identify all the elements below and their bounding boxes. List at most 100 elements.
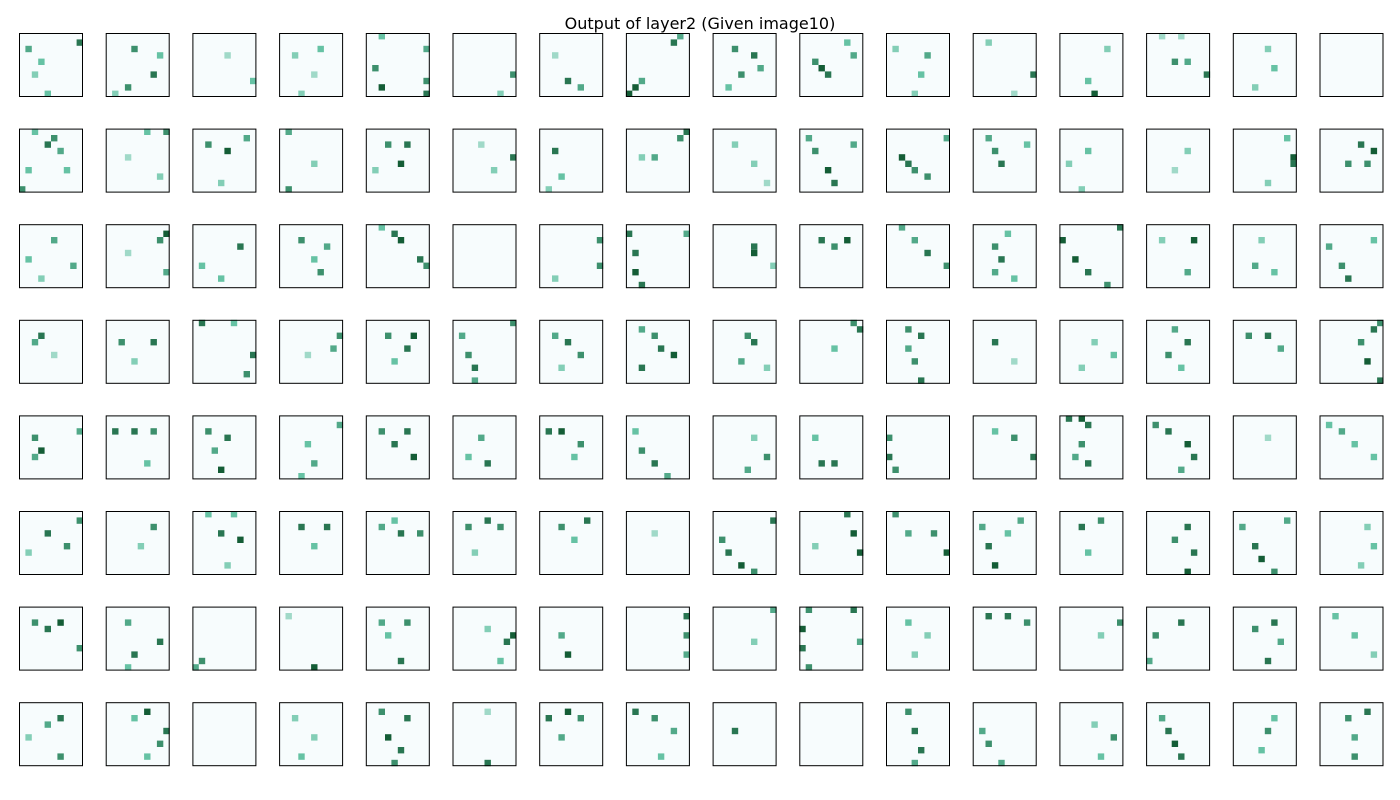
activation-pixel [150, 428, 157, 435]
activation-pixel [372, 65, 379, 72]
activation-pixel [1078, 441, 1085, 448]
feature-map-cell [192, 511, 257, 575]
feature-map-frame [799, 511, 864, 575]
activation-pixel [1117, 224, 1124, 231]
feature-map-frame [365, 33, 430, 97]
feature-map-cell [452, 415, 517, 480]
feature-map-background [105, 33, 170, 97]
activation-pixel [632, 84, 639, 91]
feature-map-frame [279, 33, 344, 97]
activation-pixel [1023, 141, 1031, 148]
feature-map-background [279, 33, 344, 97]
activation-pixel [719, 536, 726, 543]
feature-map-frame [105, 606, 170, 671]
feature-map-cell [452, 224, 517, 289]
activation-pixel [651, 460, 658, 467]
feature-map-cell [279, 128, 344, 193]
activation-pixel [1264, 727, 1272, 735]
activation-pixel [1085, 549, 1092, 556]
activation-pixel [545, 428, 552, 435]
activation-pixel [638, 447, 646, 454]
activation-pixel [571, 536, 578, 543]
activation-pixel [25, 256, 32, 263]
activation-pixel [124, 619, 132, 626]
feature-map-frame [365, 511, 430, 575]
feature-map-frame [712, 33, 777, 97]
feature-map-background [1059, 511, 1124, 575]
feature-map-cell [1059, 702, 1124, 767]
activation-pixel [218, 275, 225, 282]
activation-pixel [818, 65, 825, 72]
activation-pixel [144, 128, 151, 135]
activation-pixel [918, 71, 925, 78]
feature-map-background [365, 319, 430, 384]
activation-pixel [57, 619, 64, 626]
activation-pixel [57, 753, 64, 760]
activation-pixel [423, 262, 430, 269]
activation-pixel [991, 147, 999, 155]
activation-pixel [237, 243, 244, 250]
activation-pixel [1357, 339, 1365, 346]
feature-map-frame [1059, 128, 1124, 193]
feature-map-cell [539, 606, 604, 671]
feature-map-background [1232, 33, 1297, 97]
activation-pixel [285, 186, 292, 193]
feature-map-background [365, 702, 430, 767]
feature-map-background [452, 224, 517, 289]
activation-pixel [285, 613, 292, 620]
feature-map-frame [799, 415, 864, 480]
activation-pixel [577, 351, 584, 359]
feature-map-cell [625, 702, 690, 767]
activation-pixel [1351, 632, 1358, 639]
feature-map-cell [105, 702, 170, 767]
activation-pixel [1011, 275, 1018, 282]
activation-pixel [1364, 358, 1371, 365]
feature-map-frame [625, 702, 690, 767]
feature-map-frame [1059, 511, 1124, 575]
feature-map-cell [365, 33, 430, 97]
activation-pixel [205, 141, 212, 148]
activation-pixel [51, 351, 58, 359]
activation-pixel [943, 135, 950, 142]
activation-pixel [1091, 90, 1098, 97]
activation-pixel [1078, 364, 1085, 371]
activation-pixel [323, 523, 331, 531]
feature-map-frame [1146, 319, 1211, 384]
feature-map-frame [1319, 319, 1384, 384]
activation-pixel [818, 237, 825, 244]
activation-pixel [850, 141, 857, 148]
feature-map-cell [1319, 128, 1384, 193]
activation-pixel [484, 708, 491, 715]
feature-map-frame [365, 319, 430, 384]
feature-map-frame [452, 224, 517, 289]
activation-pixel [317, 269, 324, 276]
activation-pixel [497, 657, 504, 665]
feature-map-frame [886, 511, 950, 575]
activation-pixel [1184, 147, 1191, 155]
activation-pixel [1072, 453, 1079, 461]
feature-map-frame [279, 702, 344, 767]
activation-pixel [410, 453, 417, 461]
feature-map-frame [712, 415, 777, 480]
activation-pixel [911, 90, 918, 97]
activation-pixel [683, 651, 690, 658]
activation-pixel [911, 167, 918, 174]
activation-pixel [805, 664, 813, 671]
activation-pixel [632, 428, 639, 435]
activation-pixel [378, 428, 385, 435]
activation-pixel [1178, 364, 1185, 371]
feature-map-frame [539, 224, 604, 289]
feature-map-cell [279, 33, 344, 97]
feature-map-background [625, 415, 690, 480]
activation-pixel [763, 453, 771, 461]
activation-pixel [799, 645, 806, 652]
activation-pixel [1171, 326, 1179, 333]
activation-pixel [1277, 345, 1284, 352]
activation-pixel [458, 332, 466, 339]
feature-map-background [799, 415, 864, 480]
feature-map-cell [625, 224, 690, 289]
activation-pixel [731, 727, 739, 735]
activation-pixel [731, 141, 739, 148]
feature-map-cell [105, 606, 170, 671]
activation-pixel [991, 243, 999, 250]
